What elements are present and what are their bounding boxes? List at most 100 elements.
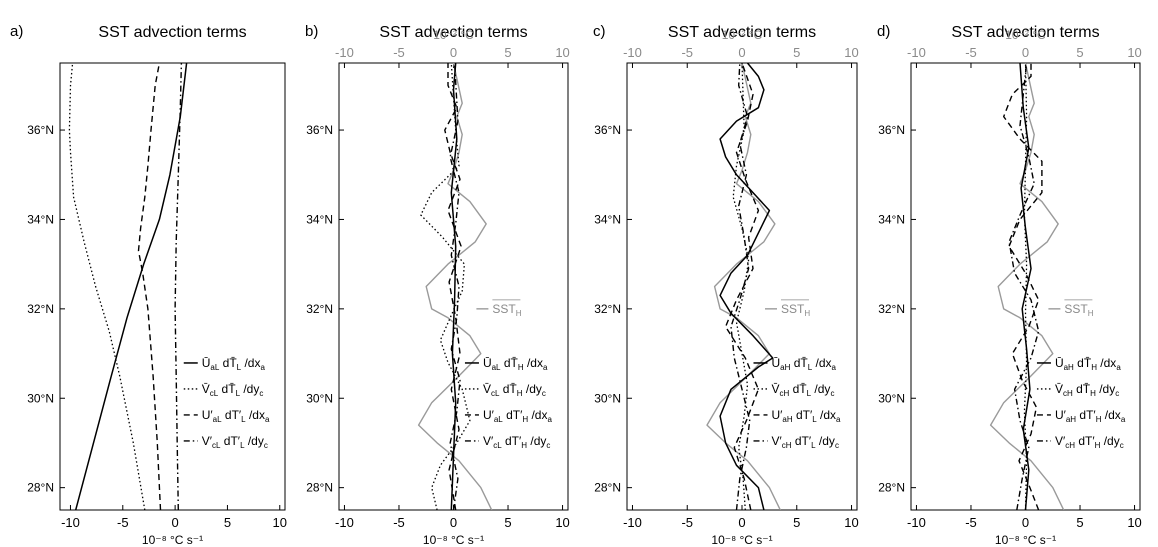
x-tick-label: 5 <box>793 515 800 530</box>
y-tick-label: 32°N <box>878 302 905 316</box>
x-tick-label: 0 <box>450 515 457 530</box>
x-tick-label: 5 <box>1076 515 1083 530</box>
x-axis-label: 10⁻⁸ °C s⁻¹ <box>142 533 203 547</box>
series-line <box>420 63 471 510</box>
y-tick-label: 30°N <box>306 391 333 405</box>
legend-entry: V′cL​ dT′L​ /dyc​ <box>202 434 268 450</box>
legend-entry: ŪaL​ dT̄L​ /dxa​ <box>202 356 266 372</box>
series-line <box>719 63 774 510</box>
top-x-tick-label: 10 <box>555 45 569 60</box>
x-tick-label: -10 <box>61 515 80 530</box>
series-line <box>732 63 750 510</box>
series-line <box>1008 63 1040 510</box>
top-x-tick-label: 5 <box>793 45 800 60</box>
series-line <box>68 63 146 510</box>
top-x-tick-label: 0 <box>450 45 457 60</box>
series-line <box>444 63 462 510</box>
series-line <box>1003 63 1043 510</box>
series-line <box>417 63 493 510</box>
y-tick-label: 36°N <box>878 123 905 137</box>
series-line <box>706 63 781 510</box>
y-tick-label: 28°N <box>594 481 621 495</box>
legend-entry: V̄cH​ dT̄L​ /dyc​ <box>772 382 835 398</box>
chart-title: SST advection terms <box>379 24 527 41</box>
top-x-tick-label: -5 <box>681 45 693 60</box>
series-line <box>449 63 461 510</box>
x-tick-label: -5 <box>681 515 693 530</box>
chart-title: SST advection terms <box>668 24 816 41</box>
legend-entry: U′aH​ dT′L​ /dxa​ <box>772 408 842 424</box>
legend-entry: V̄cL​ dT̄L​ /dyc​ <box>202 382 264 398</box>
x-tick-label: 10 <box>844 515 858 530</box>
panel-label: c) <box>593 23 606 40</box>
y-tick-label: 36°N <box>27 123 54 137</box>
chart-panel-a: a) SST advection terms -10 -5 0 5 10 10⁻⁸ °C s⁻… <box>10 23 287 547</box>
top-x-tick-label: 5 <box>504 45 511 60</box>
legend-entry: ŪaL​ dT̄H​ /dxa​ <box>483 356 548 372</box>
series-line <box>450 63 458 510</box>
legend-entry: V̄cL​ dT̄H​ /dyc​ <box>483 382 546 398</box>
top-x-tick-label: 10 <box>1127 45 1141 60</box>
x-tick-label: -10 <box>335 515 354 530</box>
top-x-tick-label: 0 <box>1022 45 1029 60</box>
x-tick-label: -10 <box>623 515 642 530</box>
series-line <box>989 63 1065 510</box>
x-tick-label: 10 <box>1127 515 1141 530</box>
sst-label: SSTH​ <box>1064 302 1093 318</box>
top-axis-label: 10⁻² °C <box>433 28 474 42</box>
legend-entry: ŪaH​ dT̄H​ /dxa​ <box>1055 356 1121 372</box>
legend-entry: ŪaH​ dT̄L​ /dxa​ <box>772 356 837 372</box>
series-line <box>730 63 751 510</box>
top-axis-label: 10⁻² °C <box>722 28 763 42</box>
series-line <box>137 63 162 510</box>
sst-label: SSTH​ <box>492 302 521 318</box>
top-x-tick-label: -10 <box>907 45 926 60</box>
legend-entry: V′cH​ dT′L​ /dyc​ <box>772 434 839 450</box>
series-line <box>724 63 760 510</box>
sst-label: SSTH​ <box>781 302 810 318</box>
series-line <box>74 63 188 510</box>
panel-label: a) <box>10 23 23 40</box>
plot-frame <box>59 62 286 511</box>
y-tick-label: 36°N <box>594 123 621 137</box>
legend-entry: V′cL​ dT′H​ /dyc​ <box>483 434 550 450</box>
x-tick-label: 0 <box>1022 515 1029 530</box>
y-tick-label: 32°N <box>27 302 54 316</box>
top-axis-label: 10⁻² °C <box>1005 28 1046 42</box>
x-axis-label: 10⁻⁸ °C s⁻¹ <box>711 533 772 547</box>
chart-title: SST advection terms <box>98 24 246 41</box>
x-axis-label: 10⁻⁸ °C s⁻¹ <box>995 533 1056 547</box>
x-tick-label: -5 <box>393 515 405 530</box>
panel-label: b) <box>305 23 318 40</box>
y-tick-label: 32°N <box>306 302 333 316</box>
top-x-tick-label: 10 <box>844 45 858 60</box>
series-line <box>1023 63 1028 510</box>
legend-entry: V′cH​ dT′H​ /dyc​ <box>1055 434 1124 450</box>
top-x-tick-label: -10 <box>623 45 642 60</box>
y-tick-label: 30°N <box>594 391 621 405</box>
y-tick-label: 28°N <box>27 481 54 495</box>
y-tick-label: 36°N <box>306 123 333 137</box>
legend-entry: U′aH​ dT′H​ /dxa​ <box>1055 408 1126 424</box>
chart-title: SST advection terms <box>951 24 1099 41</box>
x-axis-label: 10⁻⁸ °C s⁻¹ <box>423 533 484 547</box>
y-tick-label: 34°N <box>878 212 905 226</box>
y-tick-label: 30°N <box>878 391 905 405</box>
y-tick-label: 34°N <box>27 212 54 226</box>
y-tick-label: 32°N <box>594 302 621 316</box>
y-tick-label: 28°N <box>306 481 333 495</box>
chart-panel-b: b) SST advection terms -10 -5 0 5 10 10⁻⁸ °C s⁻… <box>305 23 570 547</box>
top-x-tick-label: -5 <box>965 45 977 60</box>
x-tick-label: -10 <box>907 515 926 530</box>
top-x-tick-label: -5 <box>393 45 405 60</box>
legend-entry: V̄cH​ dT̄H​ /dyc​ <box>1055 382 1119 398</box>
legend-entry: U′aL​ dT′H​ /dxa​ <box>483 408 553 424</box>
y-tick-label: 34°N <box>306 212 333 226</box>
x-tick-label: -5 <box>117 515 129 530</box>
y-tick-label: 30°N <box>27 391 54 405</box>
panel-label: d) <box>877 23 890 40</box>
x-tick-label: -5 <box>965 515 977 530</box>
top-x-tick-label: -10 <box>335 45 354 60</box>
chart-panel-c: c) SST advection terms -10 -5 0 5 10 10⁻⁸ °C s⁻… <box>593 23 859 547</box>
